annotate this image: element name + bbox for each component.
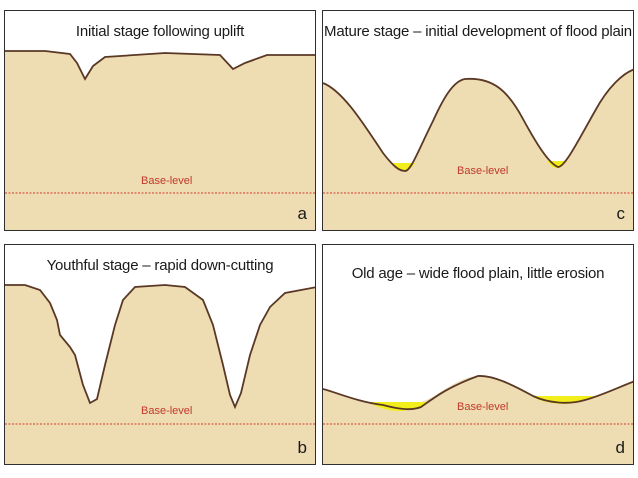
land-surface-youthful <box>5 285 315 464</box>
panel-letter-d: d <box>615 438 625 457</box>
land-outline-mature <box>323 68 633 172</box>
land-outline-initial <box>5 50 315 81</box>
panel-youthful-stage: Youthful stage – rapid down-cutting Base… <box>4 244 316 465</box>
panel-title-old-age: Old age – wide flood plain, little erosi… <box>351 265 605 282</box>
panel-initial-stage: Initial stage following uplift Base-leve… <box>4 10 316 231</box>
panel-title-initial: Initial stage following uplift <box>75 23 245 40</box>
panel-old-age-stage: Old age – wide flood plain, little erosi… <box>322 244 634 465</box>
terrain-youthful <box>5 284 315 464</box>
panel-title-youthful: Youthful stage – rapid down-cutting <box>46 257 274 274</box>
land-surface-initial <box>5 51 315 230</box>
panel-title-mature: Mature stage – initial development of fl… <box>324 23 632 40</box>
terrain-initial <box>5 50 315 230</box>
land-outline-old-age <box>323 375 633 411</box>
panel-letter-a: a <box>297 204 307 223</box>
panel-mature-stage: Mature stage – initial development of fl… <box>322 10 634 231</box>
land-surface-mature <box>323 69 633 230</box>
land-surface-old-age <box>323 375 633 464</box>
land-outline-youthful <box>5 284 315 410</box>
base-level-label-old-age: Base-level <box>457 401 509 413</box>
panel-letter-c: c <box>616 204 626 223</box>
terrain-mature <box>323 68 633 230</box>
base-level-label-youthful: Base-level <box>141 405 193 417</box>
base-level-label-mature: Base-level <box>457 165 509 177</box>
base-level-label-initial: Base-level <box>141 175 193 187</box>
terrain-old-age <box>323 375 633 464</box>
panel-letter-b: b <box>297 438 307 457</box>
